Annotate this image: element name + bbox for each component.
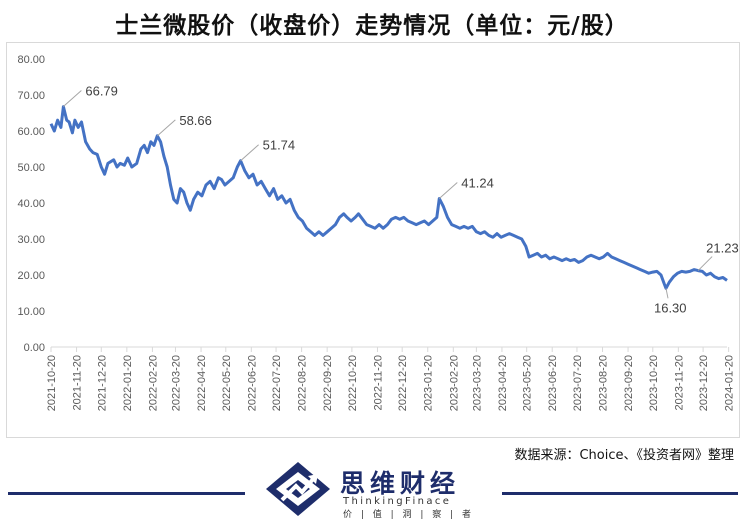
price-series-line [49, 105, 728, 290]
chart-frame: 0.00 10.00 20.00 30.00 40.00 50.00 60.00 70.00 8… [6, 42, 740, 438]
brand-name-en: ThinkingFinace [343, 496, 452, 507]
x-tick-label: 2022-06-20 [246, 355, 258, 411]
x-tick-label: 2023-10-20 [648, 355, 660, 411]
footer-divider-left [8, 492, 245, 495]
y-tick-label: 10.00 [17, 306, 45, 318]
y-tick-label: 70.00 [17, 90, 45, 102]
annotation-leader [240, 144, 259, 162]
x-tick-label: 2022-02-20 [147, 355, 159, 411]
y-tick-label: 0.00 [24, 342, 45, 354]
annotation-leader [438, 182, 458, 199]
annotation-label: 41.24 [461, 176, 494, 191]
x-tick-label: 2022-07-20 [271, 355, 283, 411]
y-tick-label: 20.00 [17, 270, 45, 282]
x-tick-label: 2023-07-20 [572, 355, 584, 411]
x-tick-label: 2022-12-20 [397, 355, 409, 411]
price-line-chart: 0.00 10.00 20.00 30.00 40.00 50.00 60.00 70.00 8… [17, 54, 739, 411]
x-tick-label: 2022-09-20 [322, 355, 334, 411]
brand-logo-icon [266, 462, 330, 516]
x-tick-label: 2023-03-20 [471, 355, 483, 411]
y-tick-label: 80.00 [17, 54, 45, 66]
x-tick-label: 2023-05-20 [522, 355, 534, 411]
annotation-label: 16.30 [654, 300, 687, 315]
annotation-leader [697, 256, 713, 271]
x-tick-label: 2022-08-20 [297, 355, 309, 411]
x-tick-label: 2023-02-20 [448, 355, 460, 411]
x-tick-label: 2023-09-20 [623, 355, 635, 411]
y-tick-label: 40.00 [17, 198, 45, 210]
y-tick-label: 30.00 [17, 234, 45, 246]
x-tick-label: 2022-05-20 [221, 355, 233, 411]
brand-slogan: 价 | 值 | 洞 | 察 | 者 [343, 510, 475, 520]
x-tick-label: 2022-03-20 [170, 355, 182, 411]
annotation-leader [157, 119, 176, 137]
x-tick-label: 2023-12-20 [698, 355, 710, 411]
x-tick-label: 2023-01-20 [423, 355, 435, 411]
x-tick-label: 2022-11-20 [372, 355, 384, 410]
brand-name: 思维财经 [340, 469, 461, 498]
page-title: 士兰微股价（收盘价）走势情况（单位：元/股） [115, 13, 629, 39]
annotation-label: 66.79 [85, 84, 118, 99]
x-tick-label: 2023-11-20 [673, 355, 685, 410]
annotation-label: 21.23 [706, 241, 739, 256]
x-tick-label: 2024-01-20 [724, 355, 736, 411]
annotation-label: 51.74 [263, 138, 296, 153]
x-tick-label: 2022-01-20 [122, 355, 134, 411]
data-source-note: 数据来源：Choice、《投资者网》整理 [514, 448, 734, 463]
footer-divider-right [502, 492, 738, 495]
annotation-leader [665, 288, 669, 299]
x-tick-label: 2022-10-20 [347, 355, 359, 411]
annotation-label: 58.66 [179, 113, 212, 128]
x-tick-label: 2021-10-20 [46, 355, 58, 411]
y-tick-label: 50.00 [17, 162, 45, 174]
x-tick-label: 2023-04-20 [497, 355, 509, 411]
x-tick-label: 2023-08-20 [598, 355, 610, 411]
x-tick-label: 2021-11-20 [72, 355, 84, 410]
annotation-leader [63, 90, 82, 107]
x-tick-label: 2021-12-20 [96, 355, 108, 411]
y-tick-label: 60.00 [17, 126, 45, 138]
x-tick-label: 2022-04-20 [196, 355, 208, 411]
x-tick-label: 2023-06-20 [547, 355, 559, 411]
